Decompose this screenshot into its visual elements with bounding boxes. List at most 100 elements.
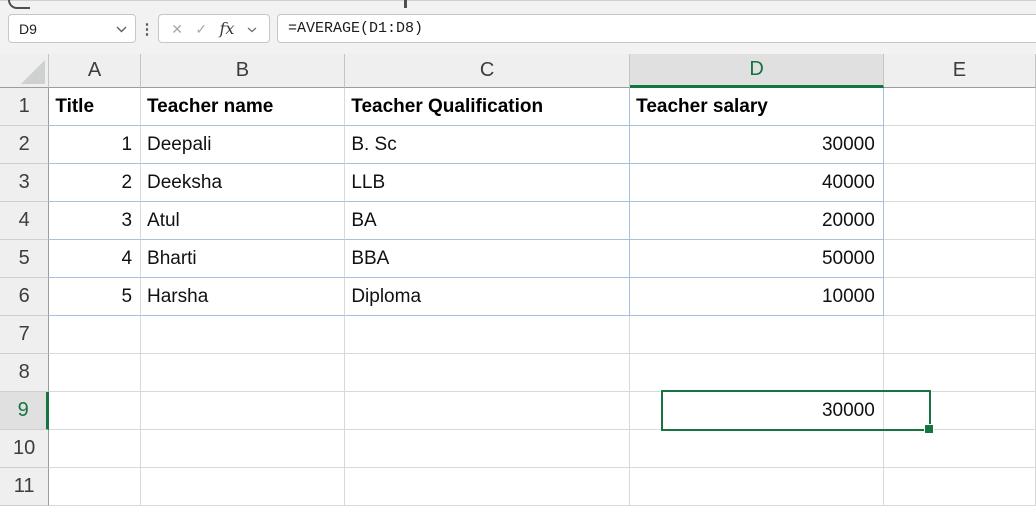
- sheet-row-1: 1TitleTeacher nameTeacher QualificationT…: [0, 88, 1036, 126]
- cell-A9[interactable]: [49, 392, 141, 430]
- chevron-down-icon[interactable]: [116, 20, 127, 38]
- cell-D1[interactable]: Teacher salary: [630, 88, 884, 126]
- cell-D8[interactable]: [630, 354, 884, 392]
- row-header-7[interactable]: 7: [0, 316, 49, 354]
- row-header-8[interactable]: 8: [0, 354, 49, 392]
- row-header-11[interactable]: 11: [0, 468, 49, 506]
- cell-D2[interactable]: 30000: [630, 126, 884, 164]
- cell-E9[interactable]: [884, 392, 1036, 430]
- formula-input[interactable]: =AVERAGE(D1:D8): [277, 14, 1036, 43]
- cell-C9[interactable]: [345, 392, 630, 430]
- cell-A8[interactable]: [49, 354, 141, 392]
- sheet-row-3: 32DeekshaLLB40000: [0, 164, 1036, 202]
- cell-D4[interactable]: 20000: [630, 202, 884, 240]
- fill-handle[interactable]: [924, 424, 934, 434]
- cell-C5[interactable]: BBA: [345, 240, 630, 278]
- cell-E10[interactable]: [884, 430, 1036, 468]
- row-header-4[interactable]: 4: [0, 202, 49, 240]
- insert-function-button[interactable]: fx: [219, 21, 234, 37]
- cell-E6[interactable]: [884, 278, 1036, 316]
- sheet-row-6: 65HarshaDiploma10000: [0, 278, 1036, 316]
- sheet-row-10: 10: [0, 430, 1036, 468]
- cell-D6[interactable]: 10000: [630, 278, 884, 316]
- cell-B2[interactable]: Deepali: [141, 126, 345, 164]
- cell-A11[interactable]: [49, 468, 141, 506]
- cell-E11[interactable]: [884, 468, 1036, 506]
- cell-C10[interactable]: [345, 430, 630, 468]
- cell-C11[interactable]: [345, 468, 630, 506]
- cell-C2[interactable]: B. Sc: [345, 126, 630, 164]
- sheet-row-9: 9 30000: [0, 392, 1036, 430]
- cell-C7[interactable]: [345, 316, 630, 354]
- cell-A4[interactable]: 3: [49, 202, 141, 240]
- sheet-row-4: 43AtulBA20000: [0, 202, 1036, 240]
- formula-button-group: ✕ ✓ fx: [158, 14, 270, 43]
- cell-D9[interactable]: 30000: [630, 392, 884, 430]
- cell-A7[interactable]: [49, 316, 141, 354]
- cell-B4[interactable]: Atul: [141, 202, 345, 240]
- sheet-row-2: 21DeepaliB. Sc30000: [0, 126, 1036, 164]
- cell-B7[interactable]: [141, 316, 345, 354]
- cell-B6[interactable]: Harsha: [141, 278, 345, 316]
- sheet-row-11: 11: [0, 468, 1036, 506]
- ribbon-edge-fragment: [404, 0, 407, 8]
- cell-C6[interactable]: Diploma: [345, 278, 630, 316]
- cell-A6[interactable]: 5: [49, 278, 141, 316]
- name-box-value: D9: [19, 21, 116, 37]
- cell-E8[interactable]: [884, 354, 1036, 392]
- column-header-B[interactable]: B: [141, 54, 345, 88]
- cell-E7[interactable]: [884, 316, 1036, 354]
- cell-B8[interactable]: [141, 354, 345, 392]
- row-header-1[interactable]: 1: [0, 88, 49, 126]
- select-all-triangle-icon: [21, 60, 45, 84]
- row-header-2[interactable]: 2: [0, 126, 49, 164]
- row-header-6[interactable]: 6: [0, 278, 49, 316]
- cell-A10[interactable]: [49, 430, 141, 468]
- chevron-down-icon[interactable]: [247, 20, 257, 38]
- cell-D5[interactable]: 50000: [630, 240, 884, 278]
- cell-E3[interactable]: [884, 164, 1036, 202]
- cell-C1[interactable]: Teacher Qualification: [345, 88, 630, 126]
- select-all-corner[interactable]: [0, 54, 49, 88]
- column-header-D[interactable]: D: [630, 54, 884, 88]
- column-header-A[interactable]: A: [49, 54, 140, 88]
- cell-A1[interactable]: Title: [49, 88, 141, 126]
- formula-bar-drag-handle-icon: ⋮: [141, 14, 153, 43]
- row-header-9[interactable]: 9: [0, 392, 49, 430]
- cell-D10[interactable]: [630, 430, 884, 468]
- cell-D3[interactable]: 40000: [630, 164, 884, 202]
- row-header-3[interactable]: 3: [0, 164, 49, 202]
- row-header-10[interactable]: 10: [0, 430, 49, 468]
- cell-B1[interactable]: Teacher name: [141, 88, 345, 126]
- cell-A2[interactable]: 1: [49, 126, 141, 164]
- cell-C8[interactable]: [345, 354, 630, 392]
- cell-A3[interactable]: 2: [49, 164, 141, 202]
- cell-C4[interactable]: BA: [345, 202, 630, 240]
- cell-D11[interactable]: [630, 468, 884, 506]
- sheet-row-7: 7: [0, 316, 1036, 354]
- cell-E5[interactable]: [884, 240, 1036, 278]
- cell-B10[interactable]: [141, 430, 345, 468]
- formula-bar: D9 ⋮ ✕ ✓ fx =AVERAGE(D1:D8): [0, 0, 1036, 54]
- name-box[interactable]: D9: [8, 14, 136, 43]
- column-header-C[interactable]: C: [345, 54, 630, 88]
- sheet-row-8: 8: [0, 354, 1036, 392]
- cell-B11[interactable]: [141, 468, 345, 506]
- cell-E1[interactable]: [884, 88, 1036, 126]
- cell-B9[interactable]: [141, 392, 345, 430]
- enter-button[interactable]: ✓: [195, 22, 207, 36]
- cell-A5[interactable]: 4: [49, 240, 141, 278]
- sheet-row-5: 54BhartiBBA50000: [0, 240, 1036, 278]
- ribbon-edge-fragment: [8, 0, 30, 9]
- cell-E2[interactable]: [884, 126, 1036, 164]
- column-header-E[interactable]: E: [884, 54, 1036, 88]
- cell-B5[interactable]: Bharti: [141, 240, 345, 278]
- cell-D7[interactable]: [630, 316, 884, 354]
- cell-E4[interactable]: [884, 202, 1036, 240]
- cell-B3[interactable]: Deeksha: [141, 164, 345, 202]
- cancel-button[interactable]: ✕: [171, 22, 183, 36]
- spreadsheet-grid: ABCDE1TitleTeacher nameTeacher Qualifica…: [0, 54, 1036, 507]
- formula-text: =AVERAGE(D1:D8): [288, 20, 423, 37]
- cell-C3[interactable]: LLB: [345, 164, 630, 202]
- row-header-5[interactable]: 5: [0, 240, 49, 278]
